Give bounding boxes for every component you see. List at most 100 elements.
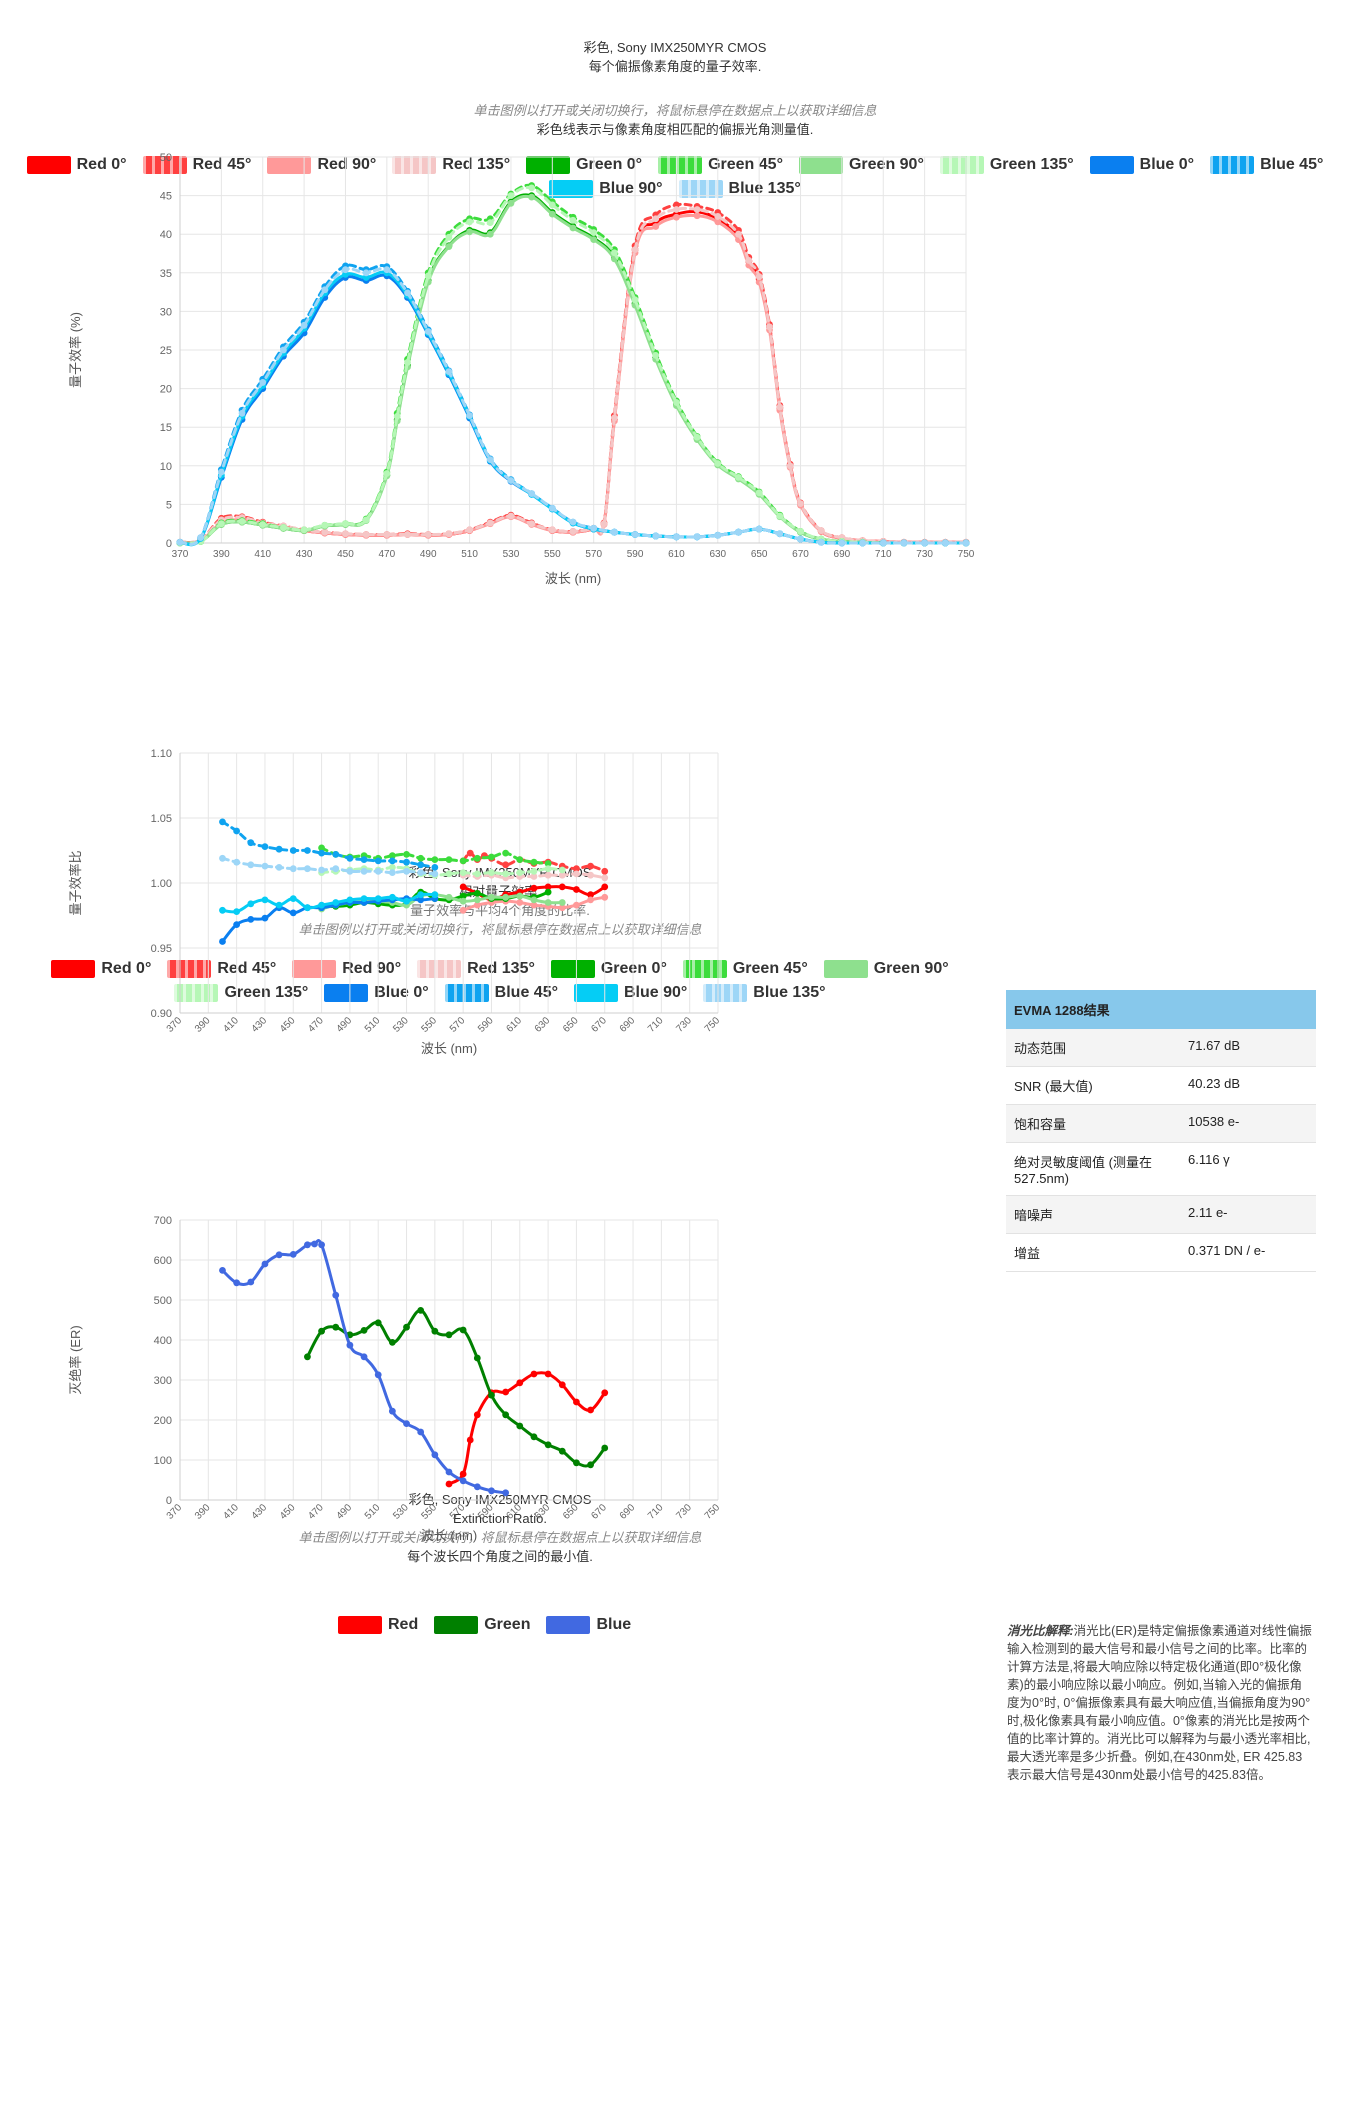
data-point <box>403 851 410 858</box>
data-point <box>587 871 594 879</box>
data-point <box>459 869 467 876</box>
legend-swatch <box>703 984 748 1002</box>
legend-label: Green 45° <box>708 156 783 173</box>
evma-row-value: 6.116 γ <box>1180 1142 1316 1196</box>
data-point <box>300 526 308 534</box>
data-point <box>388 1339 396 1346</box>
data-point <box>342 530 349 538</box>
chart2-legend-item[interactable]: Red 135° <box>417 960 535 978</box>
y-tick-label: 0.95 <box>151 943 172 955</box>
chart1-legend-item[interactable]: Red 90° <box>267 156 376 174</box>
y-tick-label: 400 <box>154 1335 172 1347</box>
legend-label: Red <box>388 1616 419 1633</box>
chart2-legend-item[interactable]: Blue 45° <box>444 984 558 1002</box>
legend-swatch <box>417 960 462 978</box>
data-point <box>261 1260 269 1268</box>
chart2-legend-item[interactable]: Green 45° <box>682 960 808 978</box>
chart3-legend-item[interactable]: Red <box>338 1616 418 1634</box>
data-point <box>473 1354 481 1362</box>
data-point <box>745 257 753 264</box>
data-point <box>362 269 370 277</box>
data-point <box>431 1451 439 1459</box>
chart1-legend-item[interactable]: Green 0° <box>526 156 642 174</box>
data-point <box>360 1327 368 1334</box>
data-point <box>558 899 566 906</box>
x-axis-label: 波长 (nm) <box>421 1041 477 1056</box>
data-point <box>693 212 701 220</box>
chart1-legend-item[interactable]: Green 135° <box>939 156 1074 174</box>
data-point <box>652 352 660 359</box>
evma-row-value: 40.23 dB <box>1180 1066 1316 1105</box>
data-point <box>388 893 396 901</box>
data-point <box>714 218 722 226</box>
chart2-legend-item[interactable]: Blue 135° <box>703 984 826 1002</box>
data-point <box>238 517 246 525</box>
chart2-legend-item[interactable]: Blue 0° <box>324 984 429 1002</box>
x-tick-label: 510 <box>461 549 478 560</box>
chart1-legend-item[interactable]: Red 135° <box>392 156 510 174</box>
y-tick-label: 35 <box>160 268 172 280</box>
legend-label: Red 135° <box>442 156 511 173</box>
series-line <box>447 1371 607 1486</box>
chart2-legend-item[interactable]: Red 45° <box>167 960 276 978</box>
data-point <box>652 215 660 223</box>
chart2-legend-item[interactable]: Green 0° <box>550 960 667 978</box>
data-point <box>466 412 473 420</box>
legend-swatch <box>682 960 727 978</box>
data-point <box>388 864 396 871</box>
series-line <box>220 856 437 876</box>
data-point <box>445 1480 453 1488</box>
data-point <box>488 853 495 861</box>
chart2-legend-item[interactable]: Blue 90° <box>573 984 687 1002</box>
data-point <box>516 899 524 906</box>
x-tick-label: 610 <box>668 549 685 560</box>
data-point <box>238 409 246 417</box>
data-point <box>673 206 680 213</box>
data-point <box>558 871 566 879</box>
chart1-legend-item[interactable]: Blue 135° <box>678 180 801 198</box>
data-point <box>507 192 515 200</box>
x-tick-label: 650 <box>561 1502 581 1522</box>
data-point <box>360 895 368 902</box>
data-point <box>445 1331 453 1339</box>
x-tick-label: 550 <box>544 549 561 560</box>
x-tick-label: 590 <box>476 1502 496 1522</box>
data-point <box>219 1267 226 1274</box>
legend-label: Red 0° <box>76 156 127 173</box>
chart2-legend-item[interactable]: Green 90° <box>823 960 949 978</box>
chart1-legend-item[interactable]: Green 45° <box>658 156 783 174</box>
data-point <box>530 901 538 909</box>
x-tick-label: 750 <box>958 549 975 560</box>
data-point <box>473 1483 481 1491</box>
evma-header: EVMA 1288结果 <box>1006 990 1316 1029</box>
chart3-legend-item[interactable]: Green <box>434 1616 530 1634</box>
data-point <box>879 539 887 547</box>
chart1-legend-item[interactable]: Blue 45° <box>1210 156 1323 174</box>
y-tick-label: 600 <box>154 1255 172 1267</box>
x-tick-label: 630 <box>533 1502 553 1522</box>
evma-row-label: 绝对灵敏度阈值 (测量在 527.5nm) <box>1006 1142 1180 1196</box>
chart1-legend-item[interactable]: Blue 90° <box>549 180 663 198</box>
chart2-legend-item[interactable]: Red 0° <box>51 960 151 978</box>
chart2-legend-item[interactable]: Red 90° <box>292 960 401 978</box>
chart1-title-line1: 彩色, Sony IMX250MYR CMOS <box>583 40 767 55</box>
chart1-legend-item[interactable]: Red 45° <box>142 156 251 174</box>
x-tick-label: 370 <box>172 549 189 560</box>
chart2-svg: 370 390 410 430 450 470 490 510 530 550 570 590 610 6… <box>68 748 723 1056</box>
evma-row: 动态范围 71.67 dB <box>1006 1029 1316 1067</box>
data-point <box>601 1389 609 1397</box>
chart1-legend-item[interactable]: Blue 0° <box>1089 156 1194 174</box>
chart1-legend-item[interactable]: Red 0° <box>26 156 127 174</box>
explanation-text: 消光比(ER)是特定偏振像素通道对线性偏振输入检测到的最大信号和最小信号之间的比… <box>1007 1624 1312 1782</box>
y-tick-label: 10 <box>160 461 172 473</box>
data-point <box>486 219 494 227</box>
x-tick-label: 510 <box>363 1502 383 1522</box>
data-point <box>558 1381 566 1389</box>
data-point <box>473 854 481 862</box>
data-point <box>300 321 308 329</box>
chart1-legend-item[interactable]: Green 90° <box>798 156 924 174</box>
chart2-legend-item[interactable]: Green 135° <box>174 984 308 1002</box>
data-point <box>573 901 580 909</box>
chart3-legend-item[interactable]: Blue <box>546 1616 631 1634</box>
